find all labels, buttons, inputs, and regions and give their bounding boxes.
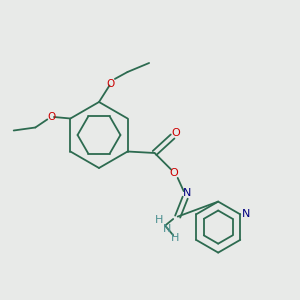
- Text: O: O: [171, 128, 180, 139]
- Text: N: N: [183, 188, 191, 198]
- Text: O: O: [107, 79, 115, 89]
- Text: H: H: [170, 233, 179, 243]
- Text: N: N: [242, 209, 250, 219]
- Text: O: O: [47, 112, 56, 122]
- Text: O: O: [170, 168, 178, 178]
- Text: H: H: [155, 215, 163, 225]
- Text: N: N: [163, 224, 171, 234]
